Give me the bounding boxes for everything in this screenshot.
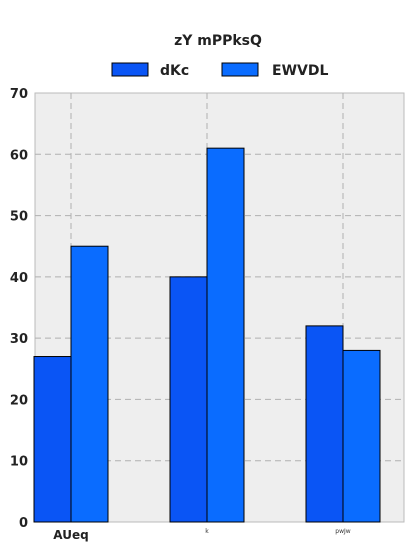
ytick-label: 20 [10, 393, 28, 408]
legend-swatch-dkc [111, 62, 149, 77]
legend-label-dkc: dKc [160, 63, 189, 79]
y-axis-ticks: 0 10 20 30 40 50 60 70 [10, 87, 28, 531]
ytick-label: 60 [10, 148, 28, 163]
bars [33, 147, 381, 523]
ytick-label: 40 [10, 271, 28, 286]
ytick-label: 70 [10, 87, 28, 102]
bar-ewvdl-pwjw [342, 349, 381, 523]
legend-swatch-ewvdl [221, 62, 259, 77]
xtick-label: k [205, 528, 209, 535]
bar-ewvdl-aueq [70, 245, 109, 523]
ytick-label: 30 [10, 332, 28, 347]
ytick-label: 0 [19, 516, 28, 531]
legend-label-ewvdl: EWVDL [272, 63, 328, 79]
bar-dkc-aueq [33, 356, 72, 523]
xtick-label: pwJw [335, 528, 350, 535]
chart-title: zY mPPksQ [174, 33, 262, 49]
ytick-label: 10 [10, 455, 28, 470]
bar-dkc-pwjw [305, 325, 344, 523]
bar-dkc-k [169, 276, 208, 523]
x-axis-ticks: AUeq k pwJw [53, 528, 350, 542]
xtick-label: AUeq [53, 528, 88, 542]
bar-ewvdl-k [206, 147, 245, 523]
legend: dKc EWVDL [111, 62, 328, 79]
ytick-label: 50 [10, 210, 28, 225]
